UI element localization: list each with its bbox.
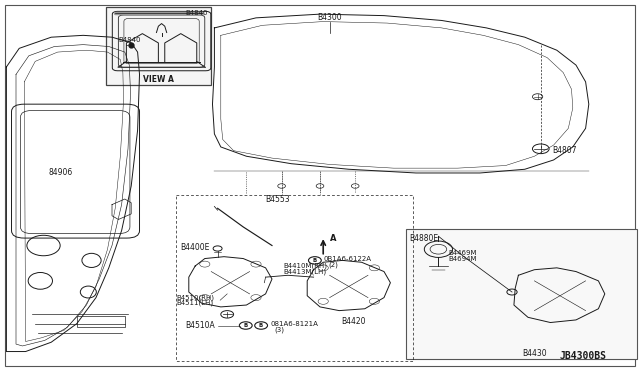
Text: 081A6-8121A: 081A6-8121A: [270, 321, 318, 327]
Text: JB4300BS: JB4300BS: [560, 352, 607, 361]
FancyBboxPatch shape: [406, 229, 637, 359]
Circle shape: [278, 184, 285, 188]
Text: B4840: B4840: [186, 10, 208, 16]
FancyBboxPatch shape: [106, 7, 211, 85]
Text: B4410M(RH): B4410M(RH): [283, 263, 327, 269]
Text: 84906: 84906: [49, 169, 73, 177]
Text: B4300: B4300: [317, 13, 342, 22]
Text: B4469M: B4469M: [448, 250, 477, 256]
Circle shape: [351, 184, 359, 188]
Text: B: B: [313, 258, 317, 263]
Text: B4420: B4420: [341, 317, 365, 326]
Text: B4510(RH): B4510(RH): [176, 294, 214, 301]
Text: VIEW A: VIEW A: [143, 76, 174, 84]
Text: B4553: B4553: [266, 195, 290, 203]
Text: B4880E: B4880E: [410, 234, 439, 243]
Text: B4413M(LH): B4413M(LH): [283, 268, 326, 275]
Text: B4807: B4807: [552, 146, 577, 155]
Text: B4510A: B4510A: [186, 321, 215, 330]
Text: A: A: [330, 234, 336, 243]
Circle shape: [532, 144, 549, 154]
Circle shape: [532, 94, 543, 100]
Text: B4400E: B4400E: [180, 243, 210, 252]
Text: 0B1A6-6122A: 0B1A6-6122A: [323, 256, 371, 262]
Text: (3): (3): [275, 327, 285, 333]
Text: B4511(LH): B4511(LH): [176, 300, 213, 307]
Text: B4840: B4840: [118, 37, 141, 43]
Text: B: B: [244, 323, 248, 328]
Text: B: B: [259, 323, 263, 328]
Text: (2): (2): [328, 262, 339, 268]
Text: B4694M: B4694M: [448, 256, 477, 262]
Circle shape: [316, 184, 324, 188]
Text: B4430: B4430: [522, 349, 547, 358]
